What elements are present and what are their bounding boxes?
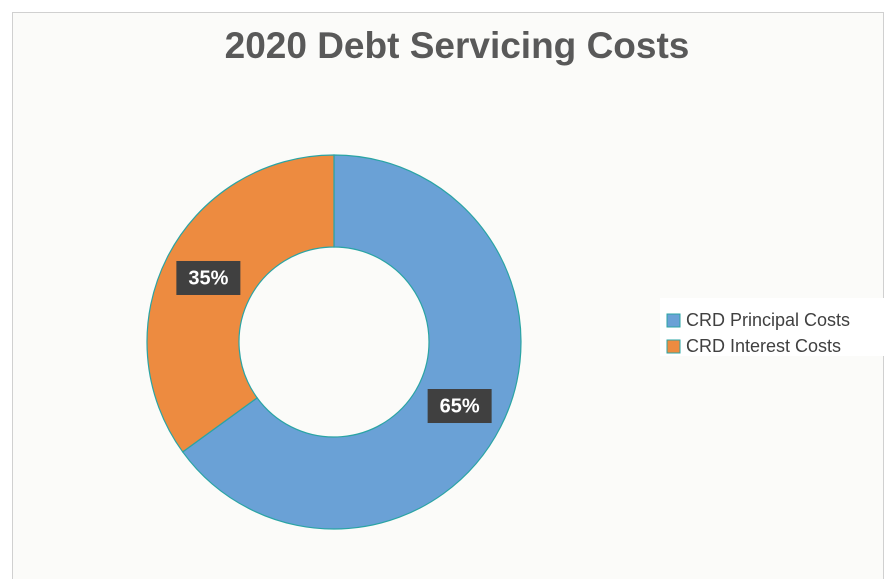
legend: CRD Principal Costs CRD Interest Costs [660, 298, 884, 356]
legend-box [660, 298, 884, 356]
legend-swatch [666, 339, 681, 354]
data-label-box [176, 260, 241, 295]
donut-slice [181, 154, 522, 530]
data-label: 65% [440, 395, 480, 417]
legend-swatch [666, 313, 681, 328]
chart-title: 2020 Debt Servicing Costs [225, 25, 690, 66]
donut-slice [146, 154, 335, 453]
data-label: 35% [188, 267, 228, 289]
legend-label: CRD Principal Costs [686, 310, 850, 330]
data-label-box [427, 389, 492, 424]
legend-label: CRD Interest Costs [686, 336, 841, 356]
